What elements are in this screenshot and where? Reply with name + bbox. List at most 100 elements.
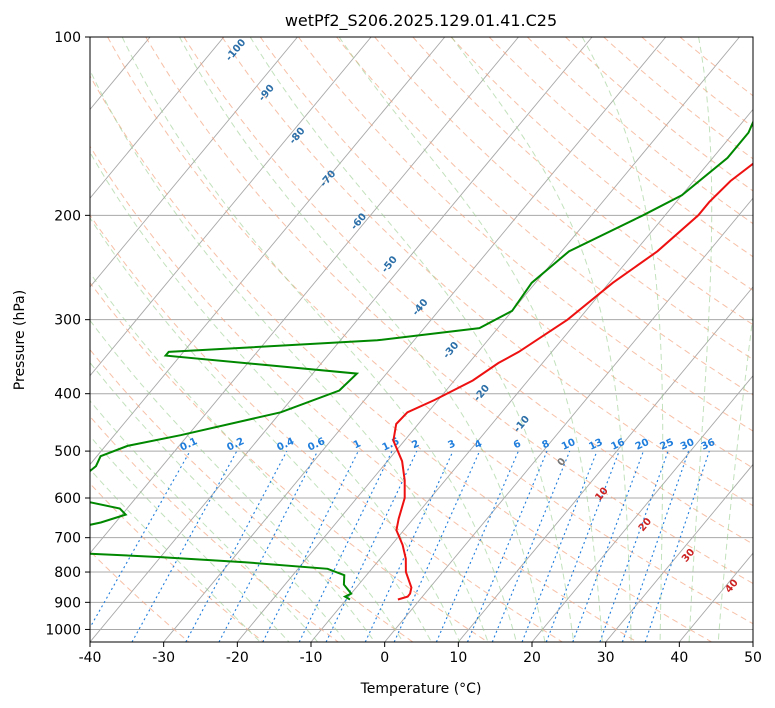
x-tick-label: -20 bbox=[226, 650, 249, 666]
isotherm-line bbox=[752, 641, 753, 642]
moist-adiabat-line bbox=[451, 37, 632, 642]
y-tick-label: 100 bbox=[54, 30, 81, 46]
dry-adiabat-label: -40 bbox=[411, 297, 431, 318]
isotherm-line bbox=[384, 197, 753, 642]
dry-adiabat-line bbox=[90, 75, 712, 642]
mixing-ratio-line bbox=[599, 450, 669, 642]
dry-adiabat-label: -20 bbox=[472, 383, 492, 404]
dry-adiabat-label: -30 bbox=[441, 340, 461, 361]
dry-adiabat-line bbox=[90, 550, 190, 642]
x-tick-label: 10 bbox=[449, 650, 467, 666]
x-tick-label: 20 bbox=[523, 650, 541, 666]
dry-adiabat-label: -100 bbox=[224, 37, 249, 63]
dry-adiabat-line bbox=[298, 37, 753, 432]
moist-adiabat-line bbox=[90, 319, 376, 642]
line-labels: 0.1 0.2 0.4 0.6 1 1.5 2 3 4 6 8 10 13 16 20 25 30 36-100-… bbox=[179, 37, 741, 595]
y-tick-label: 600 bbox=[54, 491, 81, 507]
moist-adiabat-line bbox=[179, 37, 546, 642]
x-tick-label: 50 bbox=[744, 650, 762, 666]
moist-adiabat-line bbox=[121, 37, 517, 642]
dry-adiabat-line bbox=[374, 37, 753, 361]
moist-adiabat-line bbox=[249, 37, 575, 642]
mixing-ratio-label: 36 bbox=[700, 437, 717, 453]
mixing-ratio-line bbox=[491, 450, 571, 642]
moist-adiabat-line bbox=[688, 37, 713, 642]
x-tick-label: 0 bbox=[380, 650, 389, 666]
y-tick-label: 200 bbox=[54, 208, 81, 224]
dry-adiabat-line bbox=[183, 37, 753, 545]
x-tick-label: -10 bbox=[300, 650, 323, 666]
mixing-ratio-line bbox=[644, 450, 710, 642]
x-tick-label: -30 bbox=[152, 650, 175, 666]
moist-adiabat-line bbox=[90, 216, 432, 642]
mixing-ratio-label: 25 bbox=[658, 437, 675, 453]
mixing-ratio-label: 3 bbox=[446, 438, 457, 451]
dry-adiabat-label: 0 bbox=[556, 456, 569, 468]
mixing-ratio-line bbox=[521, 450, 598, 642]
mixing-ratio-line bbox=[466, 450, 548, 642]
dry-adiabat-line bbox=[90, 348, 414, 642]
isotherm-line bbox=[236, 37, 740, 642]
dry-adiabat-label: 20 bbox=[637, 516, 654, 534]
mixing-ratio-label: 8 bbox=[540, 438, 551, 451]
dewpoint-profile-line bbox=[90, 119, 753, 601]
isotherm-line bbox=[531, 375, 753, 642]
mixing-ratio-label: 4 bbox=[473, 438, 484, 451]
mixing-ratio-line bbox=[90, 450, 191, 629]
mixing-ratio-line bbox=[298, 450, 393, 642]
moist-adiabat-line bbox=[338, 37, 603, 642]
moist-adiabat-line bbox=[90, 400, 319, 642]
dry-adiabat-label: -90 bbox=[257, 83, 277, 104]
moist-adiabat-line bbox=[90, 468, 261, 642]
mixing-ratio-line bbox=[131, 450, 238, 642]
dry-adiabat-line bbox=[145, 37, 753, 585]
isotherm-line bbox=[605, 463, 753, 642]
dry-adiabat-label: 40 bbox=[723, 577, 740, 595]
dry-adiabat-line bbox=[450, 37, 753, 291]
mixing-ratio-label: 10 bbox=[560, 437, 577, 453]
dry-adiabat-label: -10 bbox=[512, 414, 532, 435]
dry-adiabat-line bbox=[527, 37, 753, 225]
isotherm-line bbox=[90, 37, 519, 554]
chart-title: wetPf2_S206.2025.129.01.41.C25 bbox=[285, 11, 557, 31]
dry-adiabat-line bbox=[90, 482, 264, 642]
dry-adiabat-line bbox=[90, 214, 563, 642]
x-axis-label: Temperature (°C) bbox=[360, 681, 482, 697]
y-tick-label: 700 bbox=[54, 531, 81, 547]
y-tick-label: 300 bbox=[54, 313, 81, 329]
dry-adiabat-line bbox=[90, 145, 638, 642]
isotherm-line bbox=[90, 37, 372, 377]
dry-adiabat-line bbox=[641, 37, 753, 128]
isotherm-line bbox=[90, 37, 225, 199]
background-lines bbox=[0, 37, 753, 642]
mixing-ratio-line bbox=[572, 450, 644, 642]
moist-adiabat-line bbox=[90, 435, 290, 642]
dry-adiabat-line bbox=[336, 37, 753, 396]
dry-adiabat-label: -60 bbox=[349, 211, 369, 232]
y-tick-label: 500 bbox=[54, 444, 81, 460]
y-axis: 100 200 300 400 500 600 700 800 900 1000 bbox=[45, 30, 90, 638]
y-tick-label: 900 bbox=[54, 595, 81, 611]
mixing-ratio-line bbox=[262, 450, 359, 642]
dry-adiabat-line bbox=[565, 37, 753, 192]
moist-adiabat-line bbox=[90, 361, 347, 642]
y-axis-label: Pressure (hPa) bbox=[12, 290, 28, 390]
moist-adiabat-line bbox=[90, 69, 489, 642]
x-axis: -40 -30 -20 -10 0 10 20 30 40 50 bbox=[79, 642, 762, 666]
y-tick-label: 1000 bbox=[45, 622, 81, 638]
x-tick-label: 30 bbox=[597, 650, 615, 666]
isotherm-line bbox=[0, 37, 3, 642]
mixing-ratio-label: 20 bbox=[634, 437, 651, 453]
mixing-ratio-line bbox=[364, 450, 454, 642]
mixing-ratio-label: 6 bbox=[512, 438, 523, 451]
dry-adiabat-label: 10 bbox=[593, 485, 610, 503]
dry-adiabat-line bbox=[412, 37, 753, 326]
temperature-profile-line bbox=[392, 162, 753, 601]
mixing-ratio-line bbox=[435, 450, 519, 642]
y-tick-label: 800 bbox=[54, 565, 81, 581]
plot-frame bbox=[89, 36, 754, 643]
isotherm-line bbox=[90, 37, 446, 466]
mixing-ratio-label: 30 bbox=[679, 437, 696, 453]
moist-adiabat-line bbox=[717, 311, 753, 642]
